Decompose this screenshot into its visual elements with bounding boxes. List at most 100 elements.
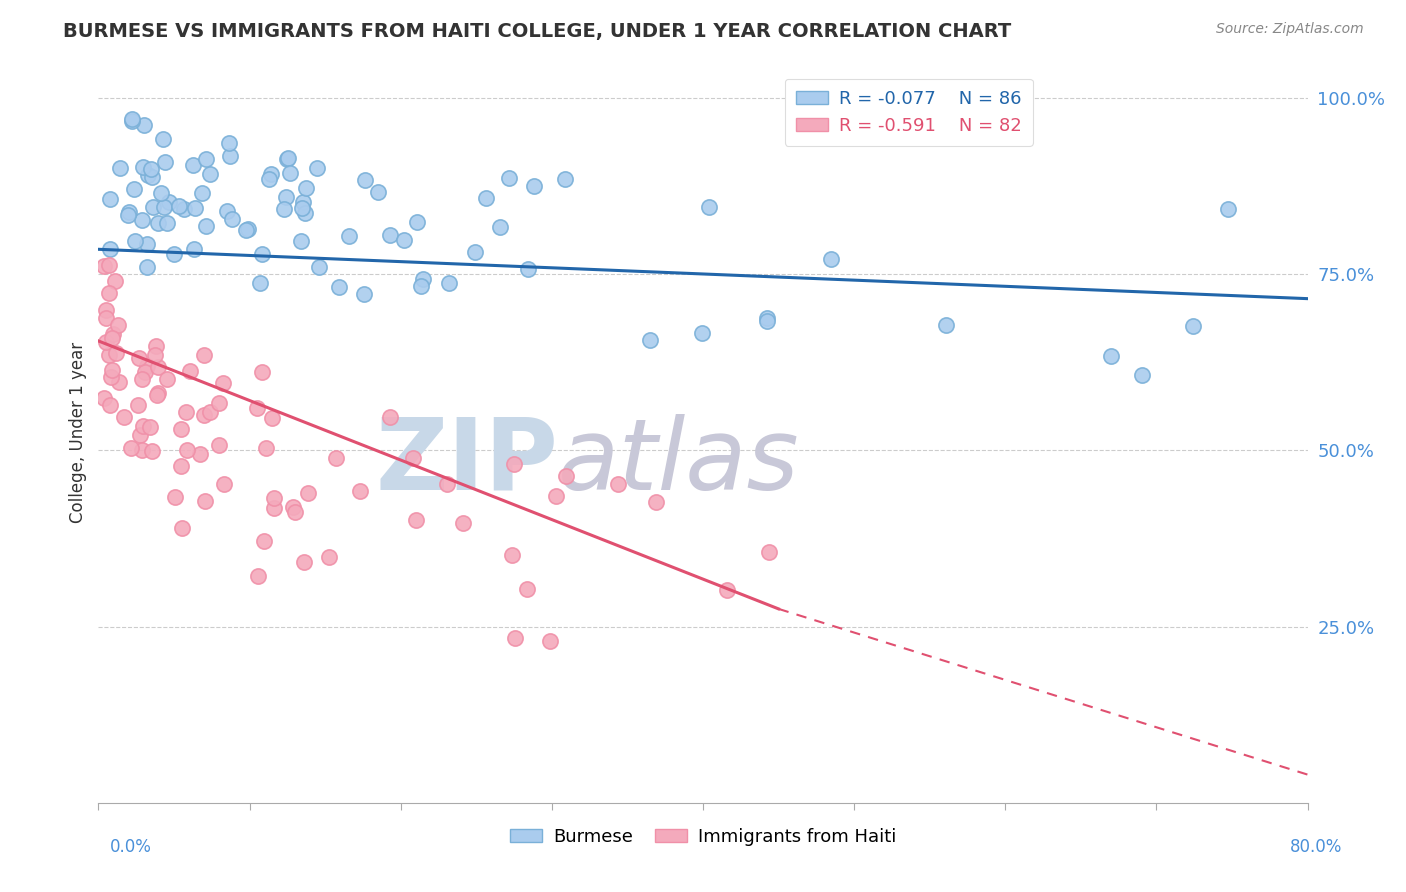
Point	[290, 234, 312, 248]
Point	[141, 444, 163, 458]
Point	[134, 365, 156, 379]
Point	[107, 318, 129, 333]
Point	[141, 170, 163, 185]
Point	[98, 398, 121, 412]
Point	[555, 469, 578, 483]
Point	[173, 202, 195, 216]
Point	[101, 331, 124, 345]
Legend: Burmese, Immigrants from Haiti: Burmese, Immigrants from Haiti	[502, 821, 904, 853]
Point	[294, 181, 316, 195]
Point	[221, 211, 243, 226]
Point	[139, 161, 162, 176]
Point	[96, 311, 118, 326]
Point	[353, 287, 375, 301]
Point	[1099, 349, 1122, 363]
Point	[503, 458, 526, 472]
Point	[437, 276, 460, 290]
Point	[380, 409, 402, 424]
Point	[153, 200, 176, 214]
Point	[98, 242, 121, 256]
Point	[697, 201, 720, 215]
Text: ZIP: ZIP	[375, 414, 558, 511]
Y-axis label: College, Under 1 year: College, Under 1 year	[69, 342, 87, 524]
Point	[277, 151, 299, 165]
Point	[339, 228, 361, 243]
Text: BURMESE VS IMMIGRANTS FROM HAITI COLLEGE, UNDER 1 YEAR CORRELATION CHART: BURMESE VS IMMIGRANTS FROM HAITI COLLEGE…	[63, 22, 1011, 41]
Point	[124, 182, 146, 196]
Point	[148, 359, 170, 374]
Point	[157, 195, 180, 210]
Point	[136, 236, 159, 251]
Point	[127, 399, 149, 413]
Point	[183, 243, 205, 257]
Point	[98, 348, 121, 362]
Point	[645, 495, 668, 509]
Point	[274, 189, 297, 203]
Point	[198, 404, 221, 418]
Point	[132, 419, 155, 434]
Point	[194, 152, 217, 166]
Point	[328, 280, 350, 294]
Point	[820, 252, 842, 267]
Point	[215, 203, 238, 218]
Point	[124, 235, 146, 249]
Point	[307, 161, 329, 176]
Point	[101, 363, 124, 377]
Point	[716, 582, 738, 597]
Point	[131, 213, 153, 227]
Point	[156, 216, 179, 230]
Point	[294, 205, 316, 219]
Point	[246, 401, 269, 415]
Point	[249, 276, 271, 290]
Point	[93, 391, 115, 405]
Point	[139, 419, 162, 434]
Point	[252, 533, 274, 548]
Point	[135, 359, 157, 373]
Point	[475, 191, 498, 205]
Point	[405, 215, 427, 229]
Point	[409, 279, 432, 293]
Point	[212, 376, 235, 390]
Point	[156, 372, 179, 386]
Point	[291, 201, 314, 215]
Point	[308, 260, 330, 274]
Point	[207, 396, 229, 410]
Point	[1132, 368, 1154, 382]
Point	[292, 194, 315, 209]
Point	[194, 493, 217, 508]
Point	[179, 364, 201, 378]
Point	[101, 326, 124, 341]
Point	[464, 244, 486, 259]
Point	[412, 271, 434, 285]
Point	[250, 365, 273, 379]
Point	[142, 200, 165, 214]
Point	[118, 205, 141, 219]
Point	[606, 477, 628, 491]
Point	[191, 186, 214, 201]
Point	[353, 173, 375, 187]
Point	[198, 167, 221, 181]
Point	[208, 438, 231, 452]
Point	[284, 505, 307, 519]
Point	[138, 169, 160, 183]
Point	[523, 178, 546, 193]
Point	[146, 216, 169, 230]
Point	[145, 339, 167, 353]
Point	[100, 370, 122, 384]
Point	[405, 513, 427, 527]
Point	[132, 160, 155, 174]
Text: 0.0%: 0.0%	[110, 838, 152, 855]
Point	[172, 520, 194, 534]
Point	[181, 159, 204, 173]
Point	[128, 351, 150, 365]
Point	[214, 477, 236, 491]
Point	[105, 346, 128, 360]
Point	[146, 385, 169, 400]
Point	[150, 186, 173, 200]
Point	[97, 259, 120, 273]
Point	[98, 286, 121, 301]
Point	[145, 388, 167, 402]
Point	[276, 153, 298, 167]
Point	[367, 186, 389, 200]
Point	[638, 334, 661, 348]
